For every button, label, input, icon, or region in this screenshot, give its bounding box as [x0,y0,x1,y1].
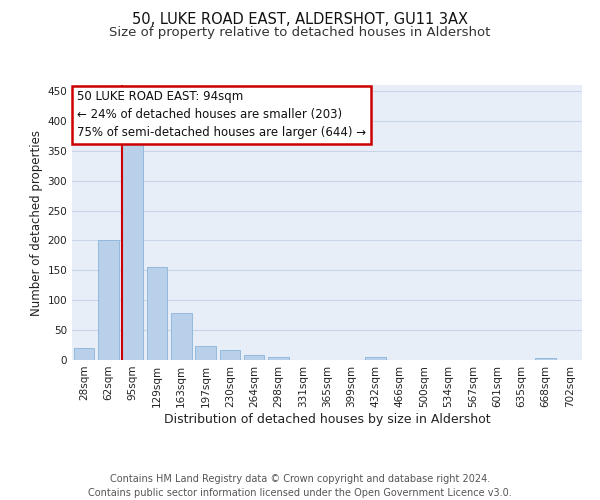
Bar [244,355,265,360]
Text: 50 LUKE ROAD EAST: 94sqm
← 24% of detached houses are smaller (203)
75% of semi-: 50 LUKE ROAD EAST: 94sqm ← 24% of detach… [77,90,366,140]
Bar [122,140,143,360]
Bar [220,350,240,360]
Bar [535,358,556,360]
Bar [171,314,191,360]
Text: Contains HM Land Registry data © Crown copyright and database right 2024.
Contai: Contains HM Land Registry data © Crown c… [88,474,512,498]
X-axis label: Distribution of detached houses by size in Aldershot: Distribution of detached houses by size … [164,412,490,426]
Bar [195,346,216,360]
Bar [146,268,167,360]
Bar [268,357,289,360]
Bar [74,348,94,360]
Bar [98,240,119,360]
Text: 50, LUKE ROAD EAST, ALDERSHOT, GU11 3AX: 50, LUKE ROAD EAST, ALDERSHOT, GU11 3AX [132,12,468,28]
Y-axis label: Number of detached properties: Number of detached properties [30,130,43,316]
Bar [365,357,386,360]
Text: Size of property relative to detached houses in Aldershot: Size of property relative to detached ho… [109,26,491,39]
